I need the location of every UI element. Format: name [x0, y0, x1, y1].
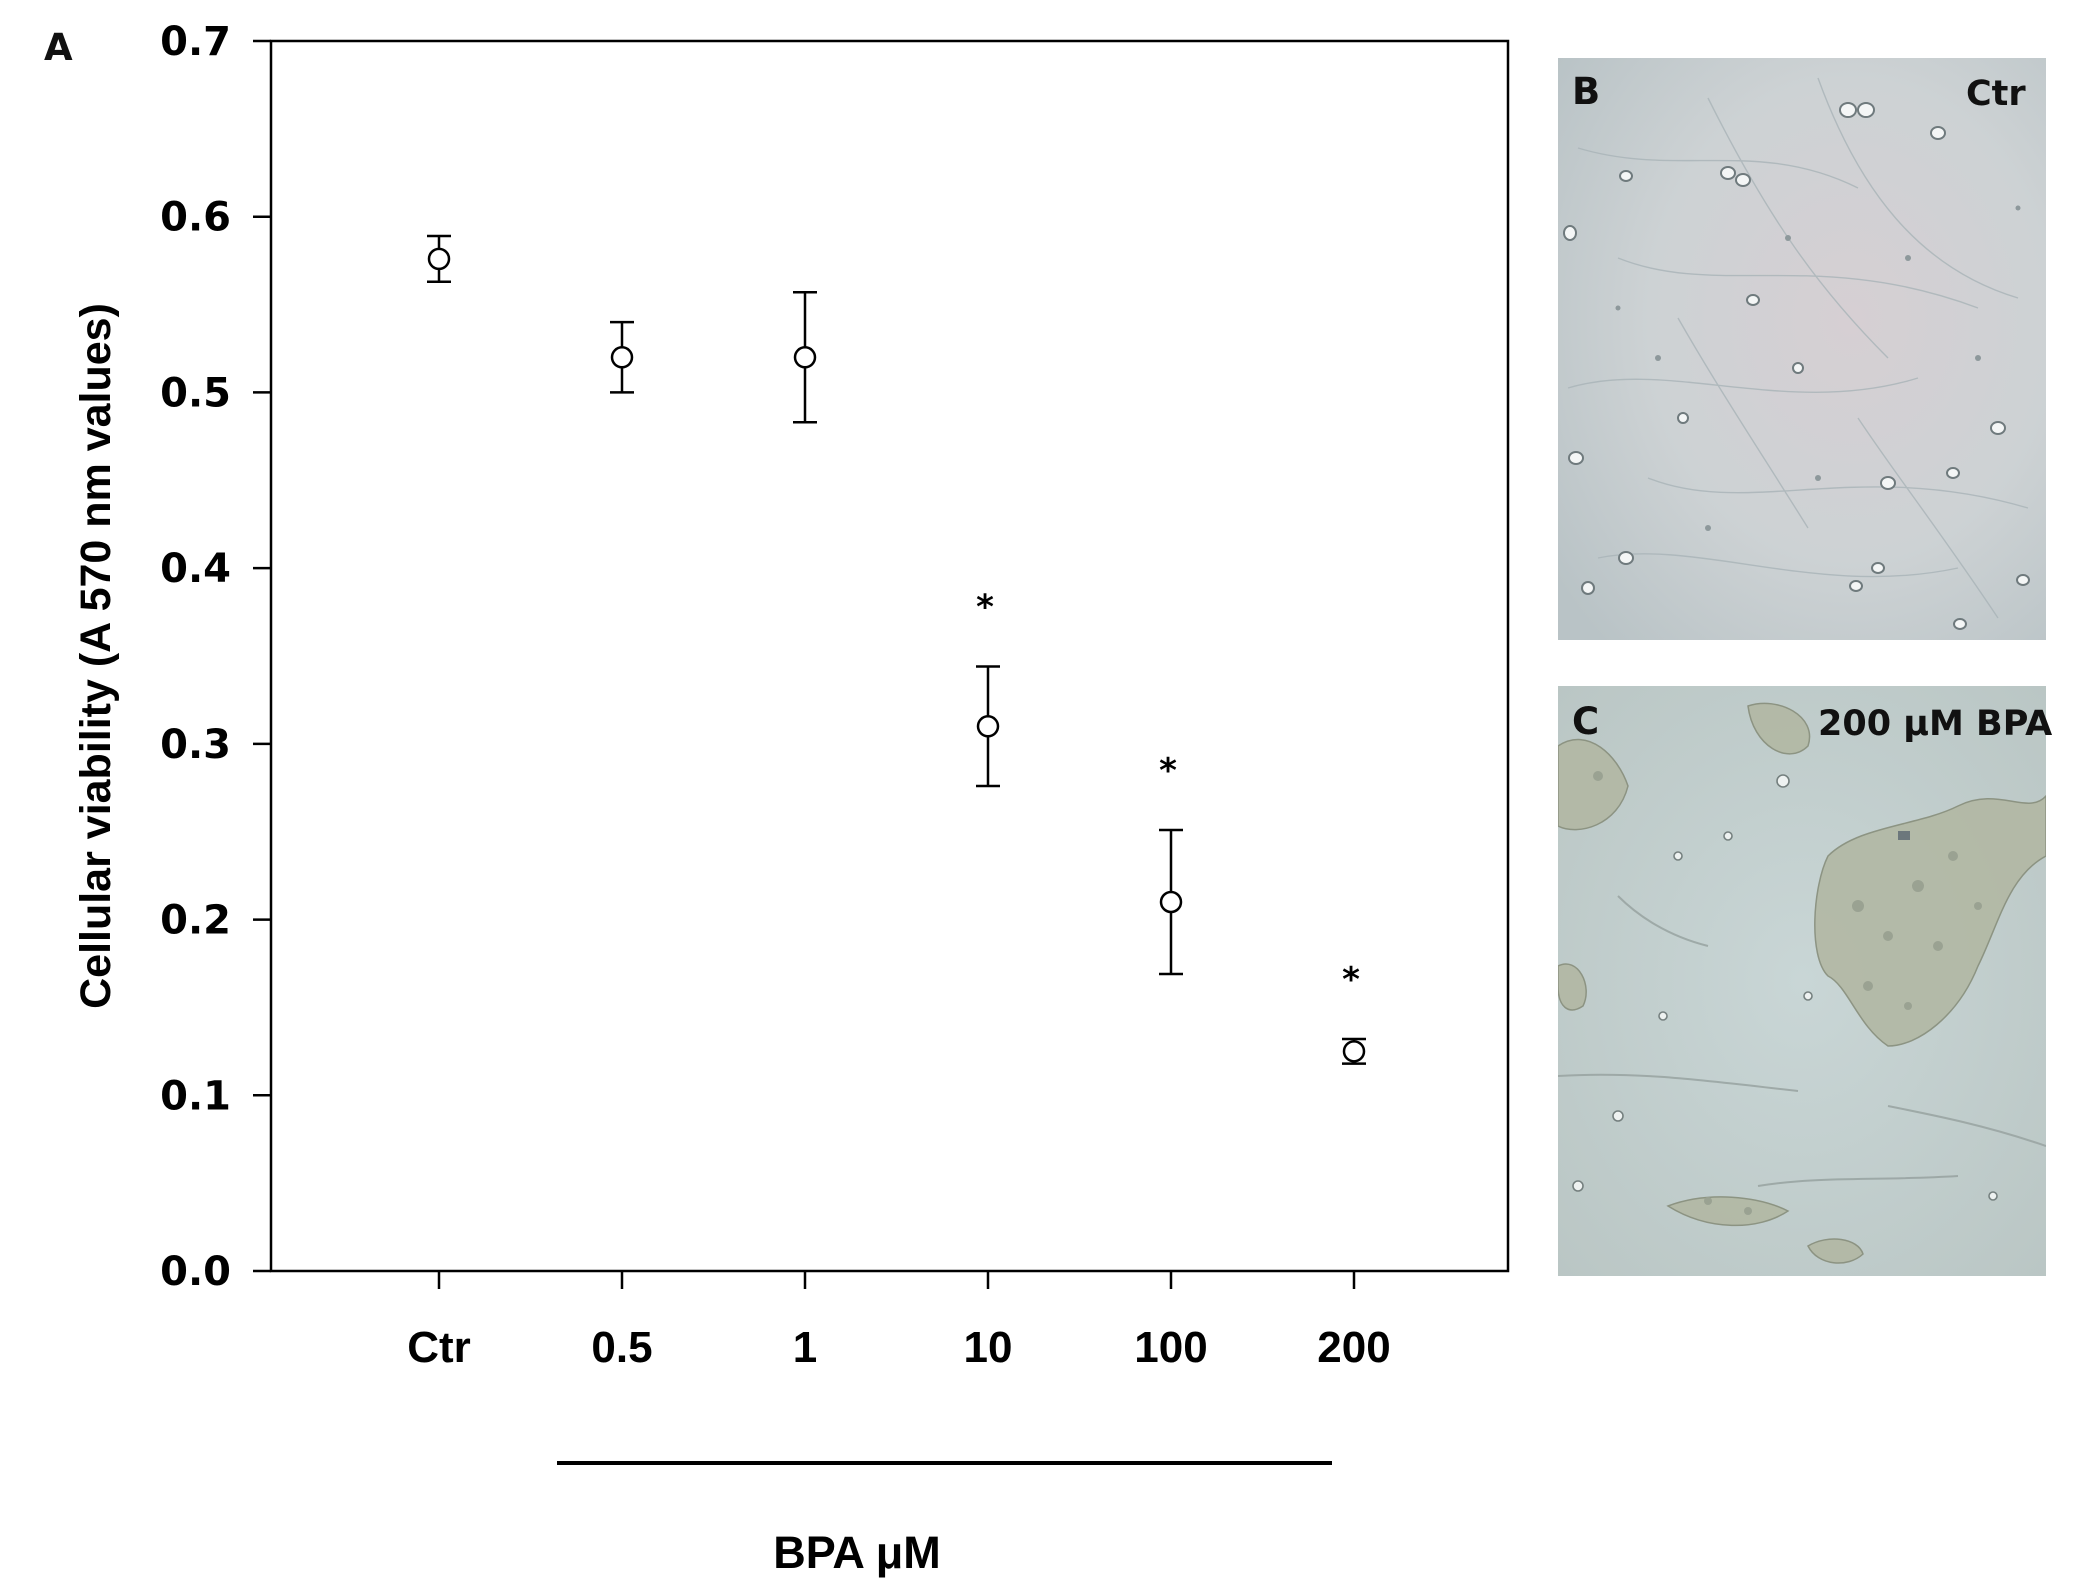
- data-point: [1159, 890, 1183, 914]
- x-axis: Ctr 0.5 1 10 100 200: [407, 1271, 1391, 1372]
- micrograph-control: [1558, 58, 2046, 640]
- y-tick-label: 0.2: [160, 898, 231, 944]
- data-point: [1342, 1040, 1366, 1063]
- y-tick-label: 0.3: [160, 722, 231, 768]
- significance-marker: *: [1159, 751, 1177, 791]
- y-axis-title: Cellular viability (A 570 nm values): [72, 303, 120, 1009]
- micrograph-control-image: [1558, 58, 2046, 640]
- panel-c-label: C: [1572, 700, 1600, 743]
- y-tick-label: 0.4: [160, 546, 231, 592]
- x-tick-label: 200: [1317, 1323, 1390, 1372]
- x-tick-label: 1: [793, 1323, 817, 1372]
- x-axis-title: BPA μM: [773, 1527, 941, 1578]
- x-tick-label: 10: [964, 1323, 1013, 1372]
- data-point: [610, 346, 634, 369]
- data-marks: * * *: [427, 234, 1366, 1065]
- panel-b-label: B: [1572, 70, 1601, 113]
- y-tick-label: 0.1: [160, 1073, 231, 1119]
- x-tick-label: 0.5: [591, 1323, 652, 1372]
- y-tick-label: 0.6: [160, 195, 231, 241]
- significance-marker: *: [976, 588, 994, 628]
- significance-marker: *: [1342, 960, 1360, 1000]
- y-axis: 0.0 0.1 0.2 0.3 0.4 0.5 0.6 0.7: [160, 19, 271, 1295]
- panel-a-label: A: [44, 26, 73, 69]
- micrograph-bpa-200-image: [1558, 686, 2046, 1276]
- panel-c-caption: 200 μM BPA: [1818, 704, 2053, 744]
- panel-b-caption: Ctr: [1966, 74, 2026, 114]
- micrograph-bpa-200: [1558, 686, 2046, 1276]
- plot-frame: [269, 39, 1510, 1273]
- y-tick-label: 0.7: [160, 19, 231, 65]
- data-point: [793, 346, 817, 369]
- y-tick-label: 0.0: [160, 1249, 231, 1295]
- x-tick-label: Ctr: [407, 1323, 471, 1372]
- data-point: [427, 247, 451, 271]
- data-point: [976, 715, 1000, 738]
- viability-chart: 0.0 0.1 0.2 0.3 0.4 0.5 0.6 0.7 Ctr 0.5 1 10 100 200…: [72, 19, 1510, 1578]
- y-tick-label: 0.5: [160, 370, 231, 416]
- x-tick-label: 100: [1134, 1323, 1207, 1372]
